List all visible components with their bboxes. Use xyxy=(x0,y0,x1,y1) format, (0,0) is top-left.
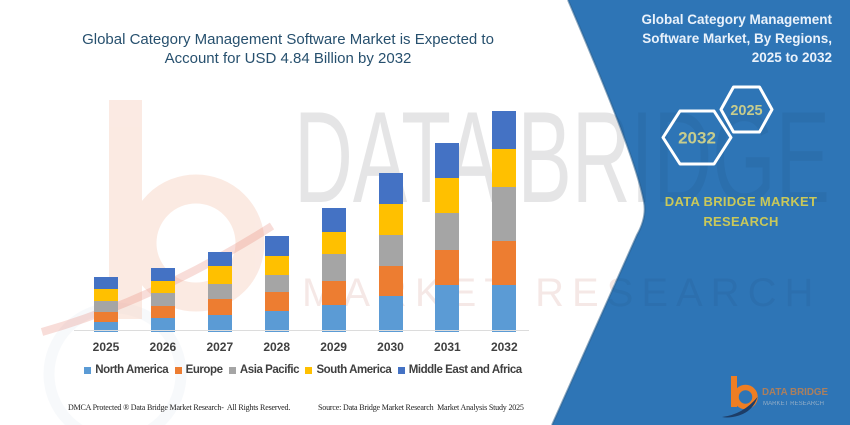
svg-text:DATA BRIDGE: DATA BRIDGE xyxy=(762,386,828,398)
svg-text:2032: 2032 xyxy=(678,129,716,148)
svg-text:MARKET RESEARCH: MARKET RESEARCH xyxy=(763,401,825,407)
svg-text:2025: 2025 xyxy=(730,103,762,119)
